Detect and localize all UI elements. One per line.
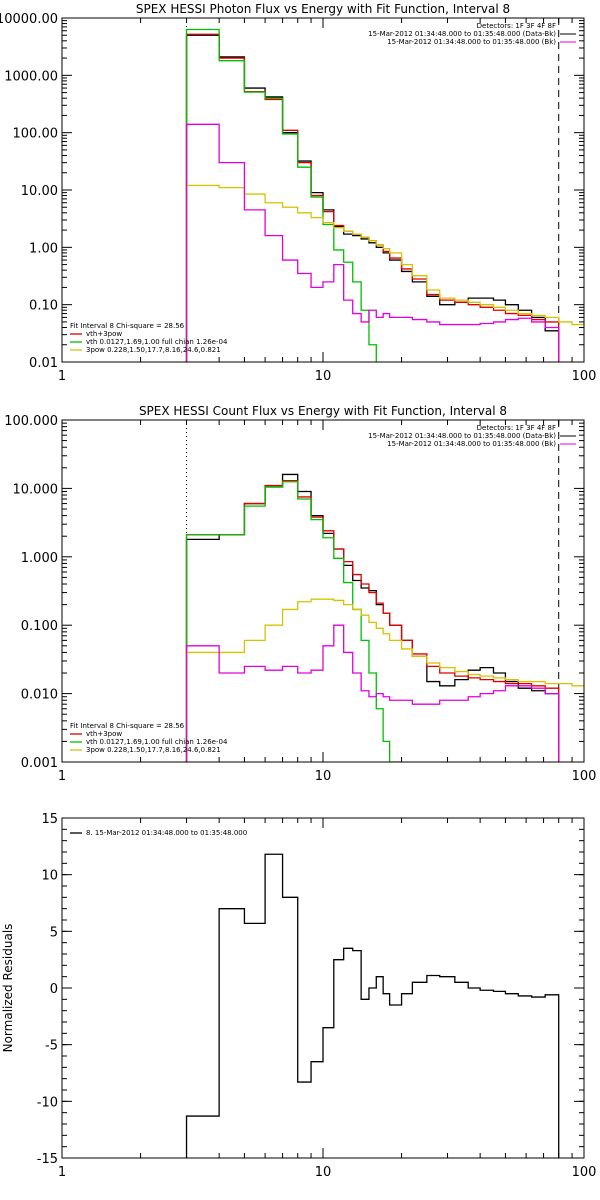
legend-left-entry: vth 0.0127,1.69,1.00 full chian 1.26e-04: [86, 338, 228, 346]
y-tick-label: 1.00: [29, 241, 58, 256]
series-resid-line: [185, 853, 560, 1158]
plot-frame: [61, 419, 585, 763]
series-fit-line: [185, 479, 560, 762]
series-pow-line: [185, 598, 584, 762]
series-bk-line: [185, 123, 560, 362]
legend-left-entry: 3pow 0.228,1.50,17.7,8.16,24.6,0.821: [86, 346, 221, 354]
y-tick-label: -15: [37, 1152, 58, 1167]
series-group: [185, 473, 584, 762]
legend-left-entry: 8. 15-Mar-2012 01:34:48.000 to 01:35:48.…: [86, 829, 247, 837]
y-tick-label: 0.001: [21, 756, 58, 771]
legend-right-entry: 15-Mar-2012 01:34:48.000 to 01:35:48.000…: [387, 440, 556, 448]
x-tick-label: 1: [58, 1165, 66, 1180]
series-data-line: [185, 34, 560, 362]
legend-left-entry: Fit Interval 8 Chi-square = 28.56: [70, 722, 185, 730]
series-group: [185, 853, 560, 1158]
y-tick-label: 0.010: [21, 688, 58, 703]
y-tick-label: 0.100: [21, 619, 58, 634]
legend-right-entry: 15-Mar-2012 01:34:48.000 to 01:35:48.000…: [368, 30, 556, 38]
x-tick-label: 10: [315, 769, 332, 784]
chart-panel-3: Normalized Residuals 1 10 100 -15 -10 -5 0 5 10 15…: [1, 812, 596, 1180]
y-tick-label: 1000.00: [4, 69, 58, 84]
legend-left-entry: vth 0.0127,1.69,1.00 full chian 1.26e-04: [86, 738, 228, 746]
y-tick-label: 10000.00: [0, 12, 58, 27]
legend-right-entry: 15-Mar-2012 01:34:48.000 to 01:35:48.000…: [387, 38, 556, 46]
y-tick-label: 10.00: [21, 184, 58, 199]
x-tick-label: 100: [572, 369, 597, 384]
series-bk-line: [185, 624, 560, 762]
x-tick-label: 10: [315, 369, 332, 384]
series-fit-line: [185, 33, 560, 362]
y-tick-label: -10: [37, 1095, 58, 1110]
chart-panel-1: SPEX HESSI Photon Flux vs Energy with Fi…: [0, 2, 596, 384]
x-tick-label: 1: [58, 769, 66, 784]
chart-title: SPEX HESSI Photon Flux vs Energy with Fi…: [136, 2, 510, 16]
legend-left-entry: vth+3pow: [86, 330, 122, 338]
legend-left-entry: vth+3pow: [86, 730, 122, 738]
plot-frame: [61, 17, 585, 363]
legend-left-entry: 3pow 0.228,1.50,17.7,8.16,24.6,0.821: [86, 746, 221, 754]
y-tick-label: 10.000: [13, 482, 59, 497]
x-tick-label: 100: [572, 1165, 597, 1180]
series-vth-line: [185, 481, 403, 762]
series-group: [185, 28, 584, 362]
x-tick-label: 1: [58, 369, 66, 384]
series-vth-line: [185, 28, 377, 362]
chart-panel-2: SPEX HESSI Count Flux vs Energy with Fit…: [4, 404, 596, 784]
y-tick-label: 0.10: [29, 299, 58, 314]
y-tick-label: 100.00: [13, 127, 59, 142]
x-tick-label: 100: [572, 769, 597, 784]
y-tick-label: 0.01: [29, 356, 58, 371]
y-tick-label: 15: [41, 812, 58, 827]
y-tick-label: 5: [50, 925, 58, 940]
series-pow-line: [185, 184, 584, 362]
y-tick-label: 1.000: [21, 551, 58, 566]
y-tick-label: 10: [41, 869, 58, 884]
x-tick-label: 10: [315, 1165, 332, 1180]
series-data-line: [185, 473, 560, 762]
y-tick-label: 0: [50, 982, 58, 997]
y-axis-label: Normalized Residuals: [1, 924, 15, 1053]
legend-left-entry: Fit Interval 8 Chi-square = 28.56: [70, 322, 185, 330]
legend-right-entry: Detectors: 1F 3F 4F 8F: [477, 424, 556, 432]
y-tick-label: -5: [45, 1039, 58, 1054]
chart-title: SPEX HESSI Count Flux vs Energy with Fit…: [139, 404, 507, 418]
legend-right-entry: Detectors: 1F 3F 4F 8F: [477, 22, 556, 30]
plot-frame: [61, 817, 585, 1159]
y-tick-label: 100.000: [4, 414, 58, 429]
legend-right-entry: 15-Mar-2012 01:34:48.000 to 01:35:48.000…: [368, 432, 556, 440]
